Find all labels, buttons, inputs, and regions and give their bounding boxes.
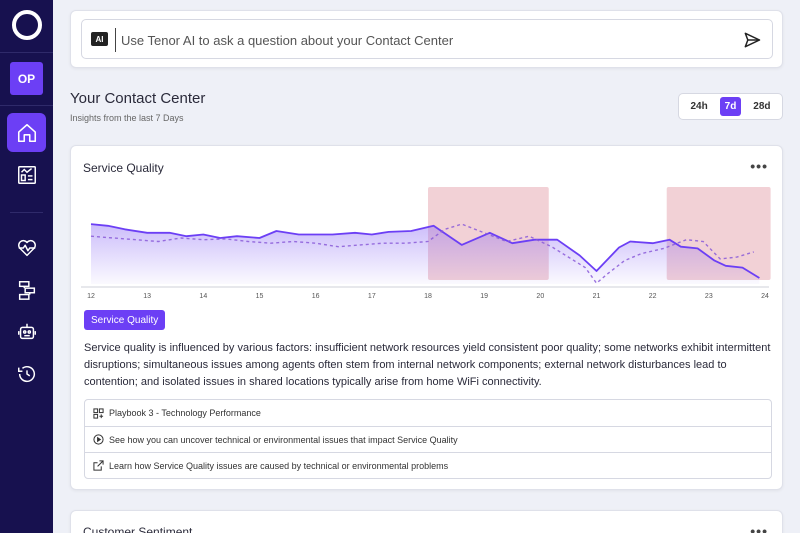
- grid-icon: [93, 407, 104, 419]
- x-tick-label: 22: [649, 293, 657, 300]
- series-line-actual: [90, 223, 760, 279]
- avatar[interactable]: OP: [10, 62, 43, 95]
- time-range-toggle: 24h 7d 28d: [678, 93, 783, 120]
- sidebar-divider: [0, 105, 53, 106]
- link-label: See how you can uncover technical or env…: [109, 434, 458, 445]
- play-circle-icon: [93, 434, 104, 445]
- nav-history[interactable]: [7, 354, 46, 393]
- x-tick-label: 19: [480, 293, 488, 300]
- x-tick-label: 18: [424, 293, 432, 300]
- series-line-expected: [90, 223, 755, 285]
- ai-badge: AI: [91, 32, 108, 46]
- range-28d-button[interactable]: 28d: [753, 101, 771, 112]
- history-icon: [17, 365, 35, 382]
- report-icon: [17, 165, 36, 184]
- card-title: Customer Sentiment: [83, 525, 193, 533]
- service-quality-card: Service Quality ••• 12 13 14 15 16 17 18 19 20 21…: [70, 145, 783, 490]
- x-tick-label: 20: [536, 293, 544, 300]
- link-label: Learn how Service Quality issues are cau…: [109, 460, 449, 471]
- nav-bots[interactable]: [7, 312, 46, 351]
- sidebar-divider: [0, 52, 53, 53]
- ai-search-input[interactable]: [115, 28, 715, 52]
- x-tick-label: 14: [199, 293, 207, 300]
- external-link-icon: [93, 460, 104, 471]
- x-tick-label: 16: [312, 293, 320, 300]
- nav-health[interactable]: [7, 228, 46, 267]
- app-logo[interactable]: [12, 10, 42, 40]
- x-tick-label: 17: [368, 293, 376, 300]
- nav-home[interactable]: [7, 113, 46, 152]
- nav-flows[interactable]: [7, 270, 46, 309]
- x-tick-label: 21: [593, 293, 601, 300]
- service-quality-description: Service quality is influenced by various…: [84, 342, 771, 388]
- x-tick-label: 24: [761, 293, 769, 300]
- page-title: Your Contact Center: [70, 90, 206, 107]
- ai-search-card: AI: [70, 10, 783, 68]
- series-area: [91, 224, 760, 284]
- x-tick-label: 12: [87, 293, 95, 300]
- x-tick-label: 13: [143, 293, 151, 300]
- sidebar-divider: [10, 212, 43, 213]
- service-quality-chart: 12 13 14 15 16 17 18 19 20 21 22 23 24: [81, 187, 771, 300]
- service-quality-chip[interactable]: Service Quality: [84, 310, 166, 330]
- playbook-link[interactable]: Playbook 3 - Technology Performance: [85, 400, 771, 426]
- range-7d-button[interactable]: 7d: [719, 97, 742, 116]
- home-icon: [17, 123, 36, 142]
- x-tick-label: 15: [256, 293, 264, 300]
- article-link[interactable]: Learn how Service Quality issues are cau…: [85, 452, 771, 478]
- ai-search-box[interactable]: AI: [81, 19, 773, 59]
- nav-reports[interactable]: [7, 155, 46, 194]
- link-label: Playbook 3 - Technology Performance: [109, 408, 261, 418]
- resource-links: Playbook 3 - Technology Performance See …: [84, 399, 772, 479]
- more-options-icon[interactable]: •••: [750, 523, 768, 533]
- x-tick-label: 23: [705, 293, 713, 300]
- send-icon[interactable]: [742, 30, 762, 50]
- more-options-icon[interactable]: •••: [750, 158, 768, 174]
- card-title: Service Quality: [83, 161, 164, 175]
- heartbeat-icon: [17, 239, 36, 256]
- flow-icon: [18, 280, 35, 300]
- robot-icon: [17, 323, 36, 339]
- customer-sentiment-card: Customer Sentiment •••: [70, 510, 783, 533]
- video-link[interactable]: See how you can uncover technical or env…: [85, 426, 771, 452]
- sidebar: OP: [0, 0, 53, 533]
- range-24h-button[interactable]: 24h: [690, 101, 708, 112]
- page-subtitle: Insights from the last 7 Days: [70, 113, 184, 123]
